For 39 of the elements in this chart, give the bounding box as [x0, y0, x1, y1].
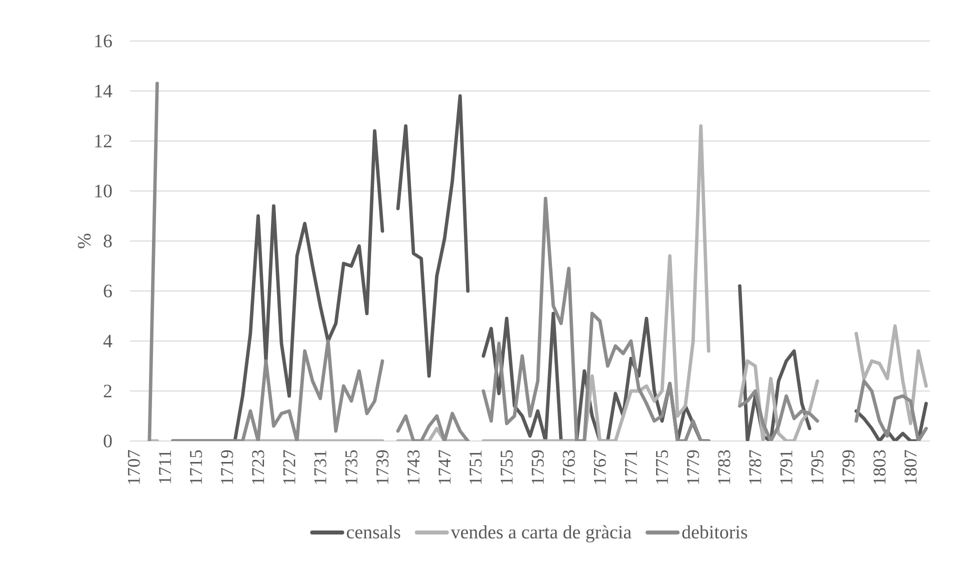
y-tick-label: 0 — [104, 434, 112, 448]
legend-label: debitoris — [682, 525, 748, 539]
legend-label: vendes a carta de gràcia — [450, 525, 632, 542]
x-tick-label: 1751 — [470, 450, 482, 484]
y-tick-label: 16 — [95, 34, 112, 48]
x-tick-label: 1791 — [780, 450, 792, 484]
x-tick-label: 1779 — [687, 450, 700, 484]
y-tick-label: 10 — [95, 184, 112, 198]
x-tick-label: 1795 — [811, 450, 824, 484]
y-tick-label: 8 — [104, 234, 112, 248]
x-tick-label: 1707 — [128, 450, 140, 484]
x-tick-label: 1799 — [842, 450, 854, 484]
x-tick-label: 1731 — [314, 450, 326, 484]
x-tick-label: 1723 — [252, 450, 264, 484]
x-tick-label: 1783 — [718, 450, 730, 484]
y-tick-label: 2 — [104, 384, 112, 398]
x-tick-label: 1803 — [873, 450, 886, 484]
x-tick-label: 1711 — [159, 450, 171, 484]
y-tick-label: 4 — [103, 334, 112, 348]
x-tick-label: 1747 — [438, 450, 450, 484]
y-tick-label: 12 — [95, 134, 112, 148]
y-tick-label: 14 — [95, 84, 112, 98]
x-tick-label: 1719 — [221, 450, 234, 484]
y-tick-label: 6 — [104, 284, 112, 298]
x-tick-label: 1739 — [376, 450, 388, 484]
x-tick-label: 1771 — [625, 450, 637, 484]
legend-label: censals — [346, 525, 400, 539]
x-tick-label: 1787 — [749, 450, 762, 484]
x-tick-label: 1763 — [562, 450, 575, 484]
x-tick-label: 1755 — [500, 450, 513, 484]
x-tick-label: 1775 — [656, 450, 668, 484]
x-tick-label: 1735 — [345, 450, 358, 484]
x-tick-label: 1727 — [283, 450, 296, 484]
x-tick-label: 1759 — [532, 450, 544, 484]
x-tick-label: 1807 — [904, 450, 917, 484]
x-tick-label: 1767 — [594, 450, 606, 484]
x-tick-label: 1743 — [407, 450, 420, 484]
x-tick-label: 1715 — [190, 450, 202, 484]
y-axis-title: % — [78, 234, 91, 248]
